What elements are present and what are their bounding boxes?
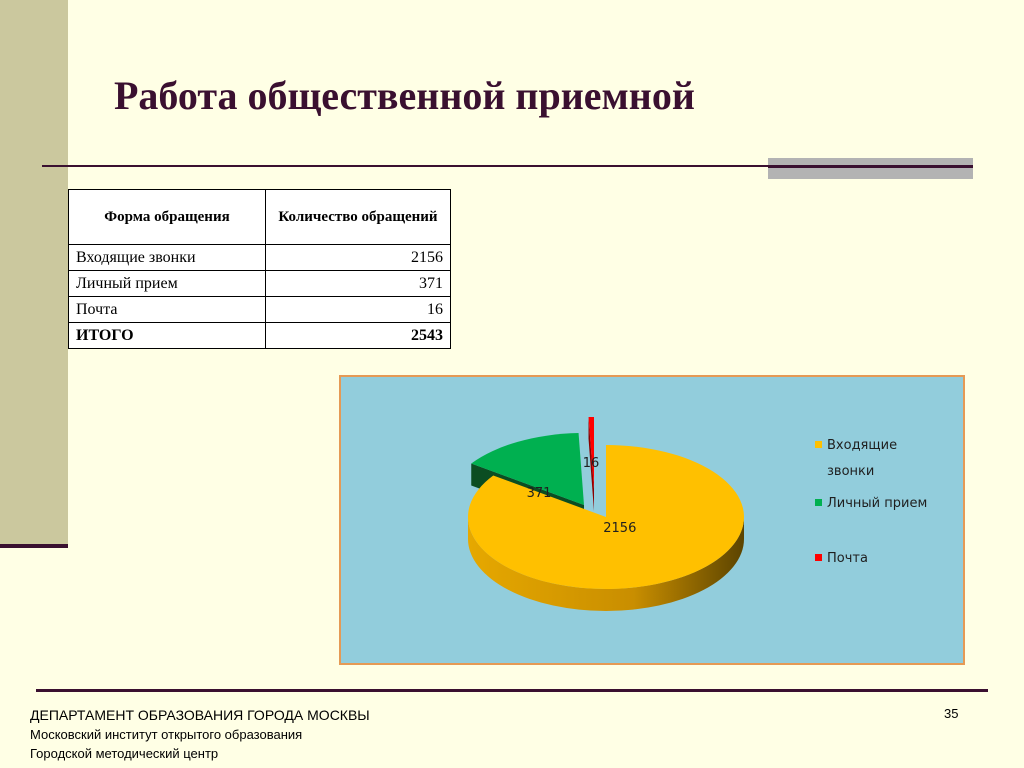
table-row: Личный прием 371 — [68, 270, 451, 297]
legend-label: Личный прием — [827, 496, 927, 511]
legend-label: Входящие — [827, 438, 897, 453]
table-total-value: 2543 — [265, 322, 451, 349]
table-cell-label: Личный прием — [68, 270, 266, 297]
table-cell-value: 2156 — [265, 244, 451, 271]
pie-chart-frame: 2156 371 16 Входящие звонки Личный прием Почт… — [339, 375, 965, 665]
table-row: Входящие звонки 2156 — [68, 244, 451, 271]
table-total-row: ИТОГО 2543 — [68, 322, 451, 349]
legend-swatch — [815, 441, 822, 448]
legend-swatch — [815, 554, 822, 561]
footer-divider — [36, 689, 988, 692]
table-header-form: Форма обращения — [68, 189, 266, 245]
footer-center: Городской методический центр — [30, 746, 219, 761]
title-accent-block — [768, 158, 973, 179]
title-accent-line — [768, 165, 973, 168]
table-row: Почта 16 — [68, 296, 451, 323]
table-cell-label: Входящие звонки — [68, 244, 266, 271]
pie-slice-1 — [468, 445, 744, 589]
legend-label: звонки — [827, 464, 874, 479]
table-total-label: ИТОГО — [68, 322, 266, 349]
slide-title: Работа общественной приемной — [114, 73, 695, 118]
table-cell-value: 16 — [265, 296, 451, 323]
title-divider — [42, 165, 972, 167]
pie-slice-face — [588, 417, 594, 511]
pie-data-label: 371 — [527, 486, 552, 501]
pie-slice-side — [468, 517, 744, 611]
table-header-row: Форма обращения Количество обращений — [68, 189, 451, 245]
footer-institute: Московский институт открытого образовани… — [30, 727, 303, 742]
pie-data-label: 2156 — [603, 521, 636, 536]
table-header-count: Количество обращений — [265, 189, 451, 245]
pie-chart: 2156 371 16 Входящие звонки Личный прием Почт… — [468, 417, 927, 611]
table-cell-value: 371 — [265, 270, 451, 297]
side-decor-line — [0, 544, 68, 548]
page-number: 35 — [944, 706, 959, 721]
pie-slice-2 — [471, 433, 584, 505]
table-cell-label: Почта — [68, 296, 266, 323]
side-decor-bar — [0, 0, 68, 547]
legend-swatch — [815, 499, 822, 506]
legend-label: Почта — [827, 551, 868, 566]
pie-slice-3 — [588, 417, 594, 489]
footer-department: ДЕПАРТАМЕНТ ОБРАЗОВАНИЯ ГОРОДА МОСКВЫ — [30, 707, 370, 723]
appeals-table: Форма обращения Количество обращений Вхо… — [68, 189, 451, 349]
footer: ДЕПАРТАМЕНТ ОБРАЗОВАНИЯ ГОРОДА МОСКВЫ Мо… — [30, 706, 370, 763]
pie-data-label: 16 — [583, 456, 600, 471]
